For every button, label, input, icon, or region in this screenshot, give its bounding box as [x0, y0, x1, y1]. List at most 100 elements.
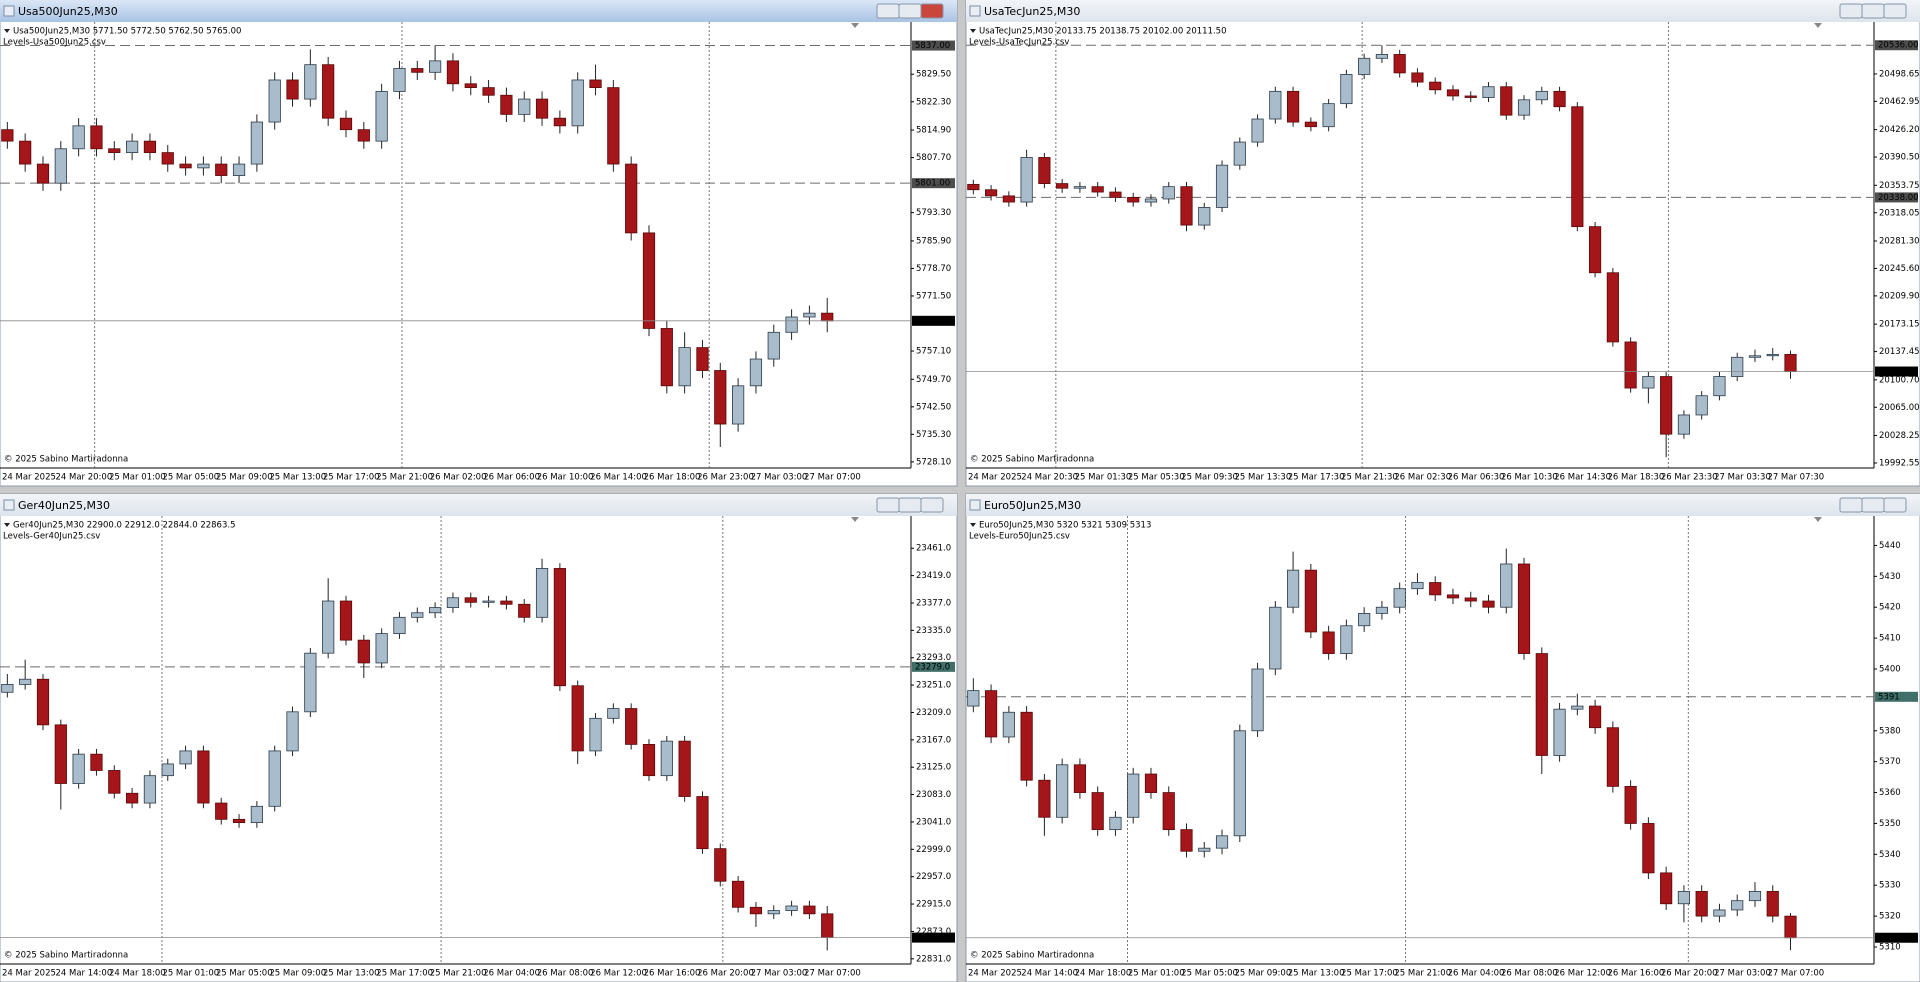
x-tick-label: 24 Mar 18:00 — [109, 969, 166, 979]
candle-body — [36, 163, 50, 184]
y-tick-label: 23041.0 — [916, 817, 951, 827]
candle-body — [1340, 625, 1353, 654]
candle-body — [1624, 785, 1637, 824]
y-tick-label: 20426.20 — [1879, 125, 1920, 135]
candle-body — [19, 140, 32, 165]
candle-body — [714, 370, 727, 425]
candle-body — [1748, 891, 1762, 902]
candle-body — [1375, 606, 1389, 614]
candle-body — [660, 740, 673, 777]
candle-body — [535, 568, 549, 618]
maximize-button[interactable] — [1861, 3, 1885, 19]
candle-body — [1358, 613, 1371, 627]
candle-body — [268, 79, 281, 123]
bid-label: 20111.50 — [1878, 367, 1919, 377]
candle-body — [1482, 86, 1495, 98]
candle-body — [322, 64, 335, 119]
close-button[interactable] — [1883, 3, 1907, 19]
x-tick-label: 27 Mar 03:00 — [751, 473, 808, 483]
x-tick-label: 26 Mar 23:30 — [1661, 473, 1718, 483]
y-tick-label: 5410 — [1879, 634, 1901, 644]
y-tick-label: 5330 — [1879, 881, 1901, 891]
candle-body — [678, 347, 691, 387]
candle-body — [1606, 272, 1619, 343]
candle-body — [1233, 730, 1246, 837]
candle-body — [1002, 195, 1015, 203]
bid-label: 5313 — [1878, 933, 1900, 943]
x-tick-label: 25 Mar 21:00 — [430, 969, 487, 979]
candle-body — [108, 770, 121, 794]
candle-body — [732, 880, 745, 908]
candle-body — [1766, 891, 1779, 917]
minimize-button[interactable] — [876, 497, 900, 513]
y-tick-label: 20028.25 — [1879, 431, 1920, 441]
x-tick-label: 25 Mar 17:00 — [376, 969, 433, 979]
copyright: © 2025 Sabino Martiradonna — [970, 951, 1094, 961]
x-tick-label: 24 Mar 2025 — [2, 473, 56, 483]
x-tick-label: 24 Mar 20:30 — [1021, 473, 1078, 483]
candle-body — [232, 818, 246, 823]
candle-body — [1180, 829, 1193, 852]
levels-file: Levels-Euro50Jun25.csv — [969, 532, 1070, 542]
candle-body — [1322, 631, 1335, 654]
candle-body — [967, 690, 980, 707]
candle-body — [1660, 376, 1673, 435]
candle-body — [72, 125, 85, 150]
candle-body — [589, 717, 602, 752]
close-button[interactable] — [920, 3, 944, 19]
candle-body — [286, 711, 299, 752]
maximize-button[interactable] — [898, 3, 922, 19]
y-tick-label: 23125.0 — [916, 763, 951, 773]
level-label: 5391 — [1878, 692, 1900, 702]
candle-body — [411, 68, 424, 73]
candle-body — [1215, 164, 1229, 208]
candle-body — [1429, 81, 1442, 91]
candle-body — [1713, 376, 1726, 397]
x-tick-label: 25 Mar 01:00 — [162, 969, 219, 979]
maximize-button[interactable] — [898, 497, 922, 513]
y-tick-label: 20390.50 — [1879, 153, 1920, 163]
minimize-button[interactable] — [1839, 3, 1863, 19]
candle-body — [1251, 118, 1264, 143]
window-frame — [0, 493, 958, 982]
candle-body — [1251, 668, 1264, 732]
candle-body — [54, 724, 67, 784]
candle-body — [464, 597, 477, 603]
candle-body — [1731, 900, 1744, 911]
bid-label: 5765.00 — [915, 316, 950, 326]
close-button[interactable] — [1883, 497, 1907, 513]
x-tick-label: 26 Mar 10:30 — [1501, 473, 1558, 483]
y-tick-label: 5400 — [1879, 665, 1901, 675]
candle-body — [1713, 909, 1726, 917]
maximize-button[interactable] — [1861, 497, 1885, 513]
y-tick-label: 20065.00 — [1879, 403, 1920, 413]
close-button[interactable] — [920, 497, 944, 513]
candle-body — [429, 607, 442, 614]
candle-body — [1, 129, 14, 142]
candle-body — [1038, 157, 1051, 184]
candle-body — [1340, 74, 1353, 105]
candle-body — [54, 148, 67, 184]
candle-body — [1571, 705, 1584, 710]
y-tick-label: 5360 — [1879, 788, 1901, 798]
x-tick-label: 26 Mar 04:00 — [483, 969, 540, 979]
candle-body — [232, 163, 246, 176]
candle-body — [1517, 99, 1531, 116]
candle-body — [1038, 779, 1051, 818]
copyright: © 2025 Sabino Martiradonna — [4, 951, 128, 961]
candle-body — [375, 91, 388, 142]
minimize-button[interactable] — [1839, 497, 1863, 513]
y-tick-label: 23251.0 — [916, 681, 951, 691]
y-tick-label: 5785.90 — [916, 236, 951, 246]
y-tick-label: 5735.30 — [916, 430, 951, 440]
candle-body — [1411, 582, 1424, 590]
candle-body — [500, 94, 513, 115]
scroll-marker — [851, 23, 859, 28]
candle-body — [1358, 57, 1371, 75]
candle-body — [179, 750, 192, 765]
level-label: 5837.00 — [915, 41, 950, 51]
window-frame — [0, 0, 958, 487]
candle-body — [500, 600, 513, 605]
minimize-button[interactable] — [876, 3, 900, 19]
